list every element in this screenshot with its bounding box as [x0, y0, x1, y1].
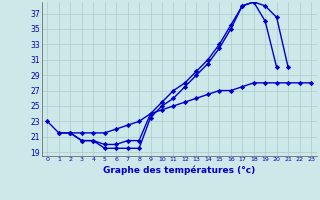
X-axis label: Graphe des températures (°c): Graphe des températures (°c) [103, 165, 255, 175]
